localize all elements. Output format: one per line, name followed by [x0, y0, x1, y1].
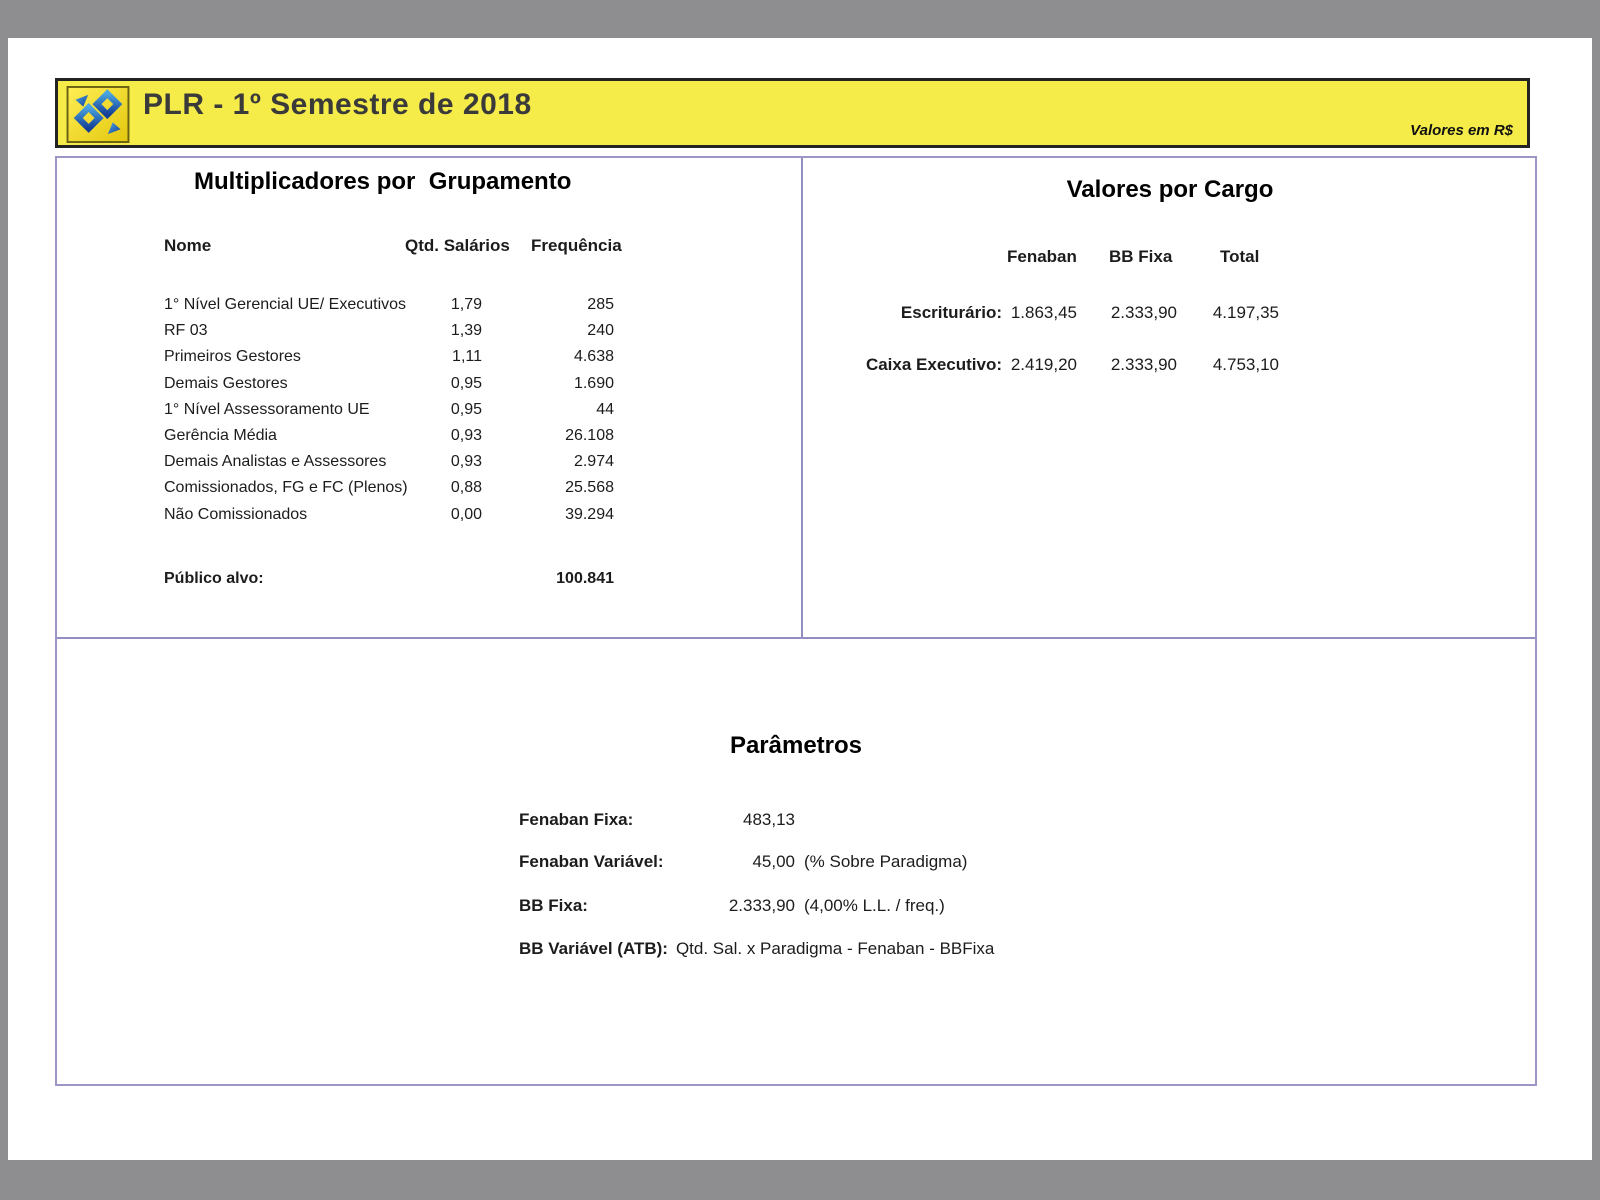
column-header-qtd-salarios: Qtd. Salários: [405, 236, 510, 255]
cell-nome: Demais Gestores: [164, 374, 288, 392]
cell-fenaban: 2.419,20: [1010, 355, 1077, 374]
top-row: Multiplicadores por Grupamento Nome Qtd.…: [57, 158, 1535, 637]
header-bar: PLR - 1º Semestre de 2018 Valores em R$: [55, 78, 1530, 148]
cell-nome: Gerência Média: [164, 427, 277, 445]
cargo-label: Caixa Executivo:: [865, 355, 1002, 374]
param-formula: Qtd. Sal. x Paradigma - Fenaban - BBFixa: [675, 939, 995, 958]
cell-total: 4.197,35: [1212, 303, 1279, 322]
cell-freq: 44: [596, 400, 614, 418]
multiplicadores-table: 1° Nível Gerencial UE/ Executivos 1,79 2…: [57, 292, 801, 528]
cell-qtd: 0,93: [450, 427, 482, 445]
table-row: Primeiros Gestores 1,11 4.638: [57, 344, 801, 370]
cell-freq: 285: [587, 296, 614, 314]
cell-qtd: 0,88: [450, 479, 482, 497]
cell-freq: 39.294: [565, 505, 614, 523]
cell-qtd: 0,00: [450, 505, 482, 523]
param-row: BB Fixa: 2.333,90 (4,00% L.L. / freq.): [519, 896, 945, 916]
table-row: Demais Analistas e Assessores 0,93 2.974: [57, 449, 801, 475]
param-row: Fenaban Variável: 45,00 (% Sobre Paradig…: [519, 852, 967, 872]
cell-nome: Comissionados, FG e FC (Plenos): [164, 479, 408, 497]
cell-nome: 1° Nível Gerencial UE/ Executivos: [164, 296, 407, 314]
param-label: Fenaban Variável:: [519, 852, 664, 871]
publico-alvo-value: 100.841: [556, 570, 614, 588]
param-row: BB Variável (ATB): Qtd. Sal. x Paradigma…: [519, 939, 994, 959]
param-value: 45,00: [752, 852, 795, 871]
content-panel: Multiplicadores por Grupamento Nome Qtd.…: [55, 156, 1537, 1086]
table-row: Escriturário: 1.863,45 2.333,90 4.197,35: [805, 303, 1535, 323]
column-header-fenaban: Fenaban: [1007, 247, 1077, 266]
cell-nome: RF 03: [164, 322, 208, 340]
currency-note: Valores em R$: [1410, 122, 1513, 139]
cell-bb-fixa: 2.333,90: [1110, 355, 1177, 374]
param-value: 483,13: [743, 810, 795, 829]
cargo-label: Escriturário:: [900, 303, 1002, 322]
cell-fenaban: 1.863,45: [1010, 303, 1077, 322]
cell-freq: 26.108: [565, 427, 614, 445]
table-row: 1° Nível Gerencial UE/ Executivos 1,79 2…: [57, 292, 801, 318]
column-header-nome: Nome: [164, 236, 212, 255]
cell-nome: Não Comissionados: [164, 505, 308, 523]
section-valores-por-cargo: Valores por Cargo Fenaban BB Fixa Total …: [805, 158, 1535, 637]
publico-alvo-row: Público alvo: 100.841: [57, 566, 801, 592]
cell-total: 4.753,10: [1212, 355, 1279, 374]
cell-freq: 4.638: [573, 348, 614, 366]
document-page: PLR - 1º Semestre de 2018 Valores em R$ …: [8, 38, 1592, 1160]
param-label: BB Variável (ATB):: [519, 939, 668, 958]
cell-nome: 1° Nível Assessoramento UE: [164, 400, 370, 418]
cell-freq: 2.974: [573, 453, 614, 471]
valores-por-cargo-title: Valores por Cargo: [1066, 176, 1274, 203]
table-row: Caixa Executivo: 2.419,20 2.333,90 4.753…: [805, 355, 1535, 375]
section-multiplicadores: Multiplicadores por Grupamento Nome Qtd.…: [57, 158, 803, 637]
cell-qtd: 0,93: [450, 453, 482, 471]
cell-qtd: 0,95: [450, 374, 482, 392]
column-header-total: Total: [1220, 247, 1260, 266]
table-row: Não Comissionados 0,00 39.294: [57, 502, 801, 528]
param-note: (% Sobre Paradigma): [804, 852, 968, 871]
column-header-bb-fixa: BB Fixa: [1109, 247, 1173, 266]
table-row: 1° Nível Assessoramento UE 0,95 44: [57, 397, 801, 423]
param-note: (4,00% L.L. / freq.): [804, 896, 945, 915]
cell-bb-fixa: 2.333,90: [1110, 303, 1177, 322]
section-parametros: Parâmetros Fenaban Fixa: 483,13 Fenaban …: [57, 637, 1535, 1084]
cell-freq: 25.568: [565, 479, 614, 497]
publico-alvo-label: Público alvo:: [164, 570, 264, 588]
cell-freq: 1.690: [573, 374, 614, 392]
param-row: Fenaban Fixa: 483,13: [519, 810, 804, 830]
parametros-title: Parâmetros: [729, 732, 863, 759]
multiplicadores-title: Multiplicadores por Grupamento: [194, 168, 572, 195]
param-value: 2.333,90: [728, 896, 795, 915]
page-title: PLR - 1º Semestre de 2018: [143, 88, 532, 121]
cell-qtd: 1,39: [450, 322, 482, 340]
table-row: Gerência Média 0,93 26.108: [57, 423, 801, 449]
cell-nome: Demais Analistas e Assessores: [164, 453, 387, 471]
cell-qtd: 1,11: [452, 348, 482, 366]
cell-freq: 240: [587, 322, 614, 340]
cell-qtd: 0,95: [450, 400, 482, 418]
column-header-frequencia: Frequência: [531, 236, 622, 255]
table-row: Comissionados, FG e FC (Plenos) 0,88 25.…: [57, 475, 801, 501]
param-label: Fenaban Fixa:: [519, 810, 634, 829]
banco-do-brasil-logo-icon: [66, 86, 130, 143]
cell-nome: Primeiros Gestores: [164, 348, 301, 366]
param-label: BB Fixa:: [519, 896, 588, 915]
table-row: RF 03 1,39 240: [57, 318, 801, 344]
table-row: Demais Gestores 0,95 1.690: [57, 371, 801, 397]
cell-qtd: 1,79: [450, 296, 482, 314]
